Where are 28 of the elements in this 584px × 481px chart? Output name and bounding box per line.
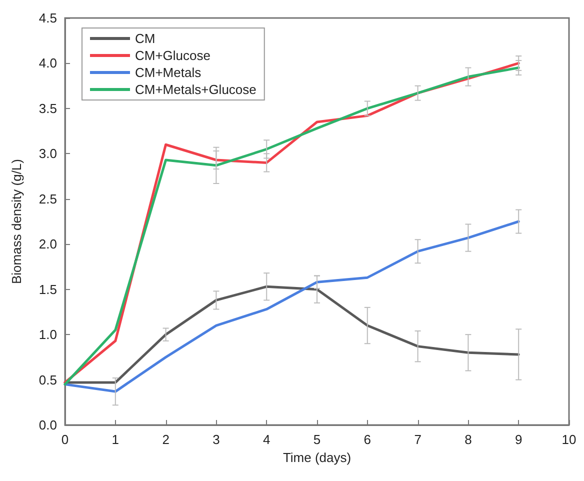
y-tick-label: 2.0 <box>38 236 57 252</box>
line-series <box>64 220 520 393</box>
x-tick-label: 5 <box>313 432 321 447</box>
x-tick-label: 1 <box>112 432 120 447</box>
x-tick-label: 9 <box>514 432 522 447</box>
x-tick-label: 4 <box>262 432 270 447</box>
y-axis-title: Biomass density (g/L) <box>9 159 24 284</box>
y-tick-label: 0.0 <box>38 418 57 432</box>
x-axis-title: Time (days) <box>282 450 352 465</box>
y-tick-label: 0.5 <box>38 372 57 388</box>
y-tick-label: 3.5 <box>38 100 57 116</box>
y-tick-label: 1.5 <box>38 282 57 297</box>
x-tick-label: 2 <box>162 432 170 447</box>
y-tick-label: 4.0 <box>38 56 57 71</box>
legend-label: CM+Glucose <box>135 48 210 63</box>
x-tick-label: 6 <box>364 432 372 447</box>
y-tick-label: 3.0 <box>38 146 57 162</box>
legend-label: CM <box>135 31 156 46</box>
y-tick-label: 4.5 <box>38 10 57 26</box>
x-tick-label: 7 <box>414 432 422 447</box>
y-tick-label: 2.5 <box>38 191 57 206</box>
legend-label: CM+Metals <box>135 65 202 80</box>
x-tick-label: 0 <box>61 432 69 447</box>
x-tick-label: 8 <box>464 432 472 447</box>
x-tick-label: 3 <box>212 432 220 447</box>
y-tick-label: 1.0 <box>38 327 57 342</box>
x-tick-label: 10 <box>562 432 576 447</box>
legend-label: CM+Metals+Glucose <box>135 82 256 97</box>
